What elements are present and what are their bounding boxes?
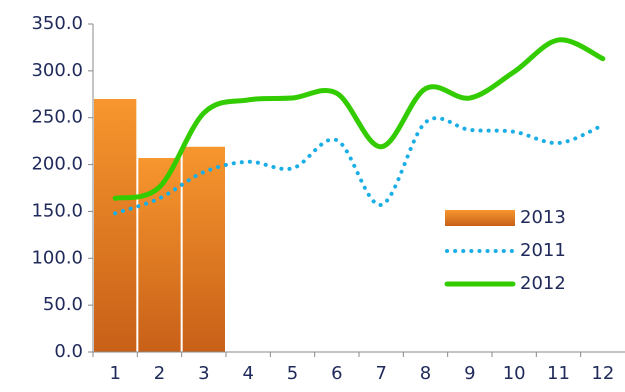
x-tick-label: 12 [591, 363, 614, 384]
x-tick-label: 4 [242, 363, 253, 384]
legend-label: 2013 [520, 207, 566, 228]
x-tick-label: 8 [420, 363, 431, 384]
y-tick-label: 0.0 [54, 341, 83, 362]
y-tick-label: 100.0 [31, 247, 83, 268]
line-series [112, 37, 606, 201]
y-tick-label: 250.0 [31, 107, 83, 128]
x-tick-label: 6 [331, 363, 342, 384]
legend-label: 2011 [520, 240, 566, 261]
y-tick-label: 150.0 [31, 200, 83, 221]
x-tick-label: 7 [375, 363, 386, 384]
bar [94, 98, 137, 352]
y-tick-label: 50.0 [43, 294, 83, 315]
y-tick-label: 350.0 [31, 13, 83, 34]
x-tick-label: 9 [464, 363, 475, 384]
x-tick-label: 3 [198, 363, 209, 384]
x-tick-label: 1 [109, 363, 120, 384]
x-tick-label: 2 [154, 363, 165, 384]
y-tick-label: 200.0 [31, 154, 83, 175]
bar [182, 146, 225, 352]
legend-label: 2012 [520, 273, 566, 294]
x-tick-label: 10 [503, 363, 526, 384]
legend-swatch [445, 210, 515, 226]
y-tick-label: 300.0 [31, 60, 83, 81]
line-series [113, 116, 605, 216]
x-tick-label: 11 [547, 363, 570, 384]
x-tick-label: 5 [287, 363, 298, 384]
